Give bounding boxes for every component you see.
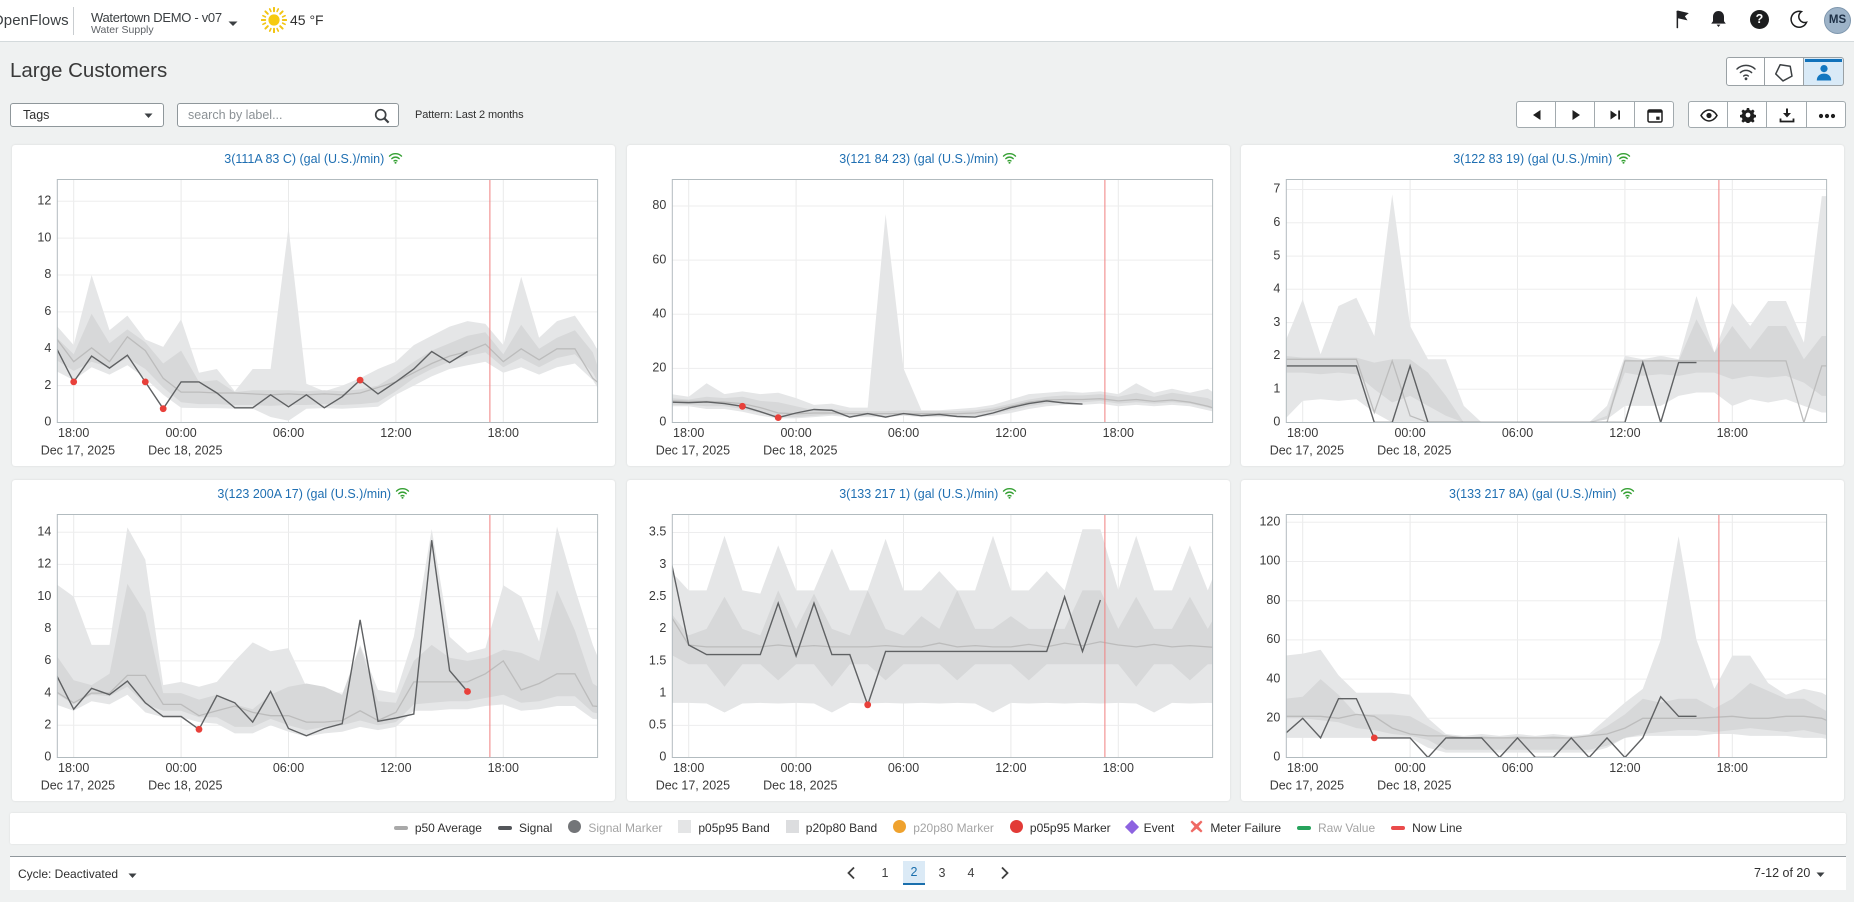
- svg-text:Dec 18, 2025: Dec 18, 2025: [148, 444, 222, 458]
- svg-text:0.5: 0.5: [648, 718, 665, 732]
- svg-text:06:00: 06:00: [273, 426, 304, 440]
- svg-text:12: 12: [37, 194, 51, 208]
- svg-text:00:00: 00:00: [780, 426, 811, 440]
- svg-text:06:00: 06:00: [887, 426, 918, 440]
- svg-text:0: 0: [1273, 415, 1280, 429]
- svg-text:10: 10: [37, 589, 51, 603]
- svg-text:6: 6: [1273, 215, 1280, 229]
- svg-text:14: 14: [37, 524, 51, 538]
- svg-text:80: 80: [1266, 593, 1280, 607]
- svg-text:00:00: 00:00: [1394, 761, 1425, 775]
- svg-text:0: 0: [659, 750, 666, 764]
- svg-text:6: 6: [44, 304, 51, 318]
- svg-text:8: 8: [44, 267, 51, 281]
- svg-text:120: 120: [1259, 515, 1280, 529]
- svg-text:Dec 18, 2025: Dec 18, 2025: [1377, 444, 1451, 458]
- svg-text:5: 5: [1273, 248, 1280, 262]
- svg-text:12: 12: [37, 557, 51, 571]
- svg-text:20: 20: [652, 361, 666, 375]
- svg-text:2: 2: [44, 718, 51, 732]
- svg-text:Dec 17, 2025: Dec 17, 2025: [1269, 779, 1343, 793]
- svg-text:18:00: 18:00: [673, 426, 704, 440]
- svg-text:12:00: 12:00: [1609, 761, 1640, 775]
- svg-text:06:00: 06:00: [1501, 426, 1532, 440]
- svg-text:06:00: 06:00: [1501, 761, 1532, 775]
- svg-text:100: 100: [1259, 554, 1280, 568]
- svg-text:2: 2: [659, 621, 666, 635]
- svg-text:3: 3: [659, 557, 666, 571]
- svg-text:18:00: 18:00: [1716, 426, 1747, 440]
- svg-text:Dec 18, 2025: Dec 18, 2025: [1377, 779, 1451, 793]
- svg-text:18:00: 18:00: [488, 761, 519, 775]
- svg-text:Dec 17, 2025: Dec 17, 2025: [41, 444, 115, 458]
- svg-text:18:00: 18:00: [673, 761, 704, 775]
- svg-text:1.5: 1.5: [648, 653, 665, 667]
- svg-text:10: 10: [37, 230, 51, 244]
- svg-text:60: 60: [1266, 632, 1280, 646]
- svg-text:3.5: 3.5: [648, 525, 665, 539]
- svg-text:2.5: 2.5: [648, 589, 665, 603]
- svg-text:Dec 17, 2025: Dec 17, 2025: [41, 779, 115, 793]
- svg-text:18:00: 18:00: [488, 426, 519, 440]
- svg-text:0: 0: [44, 750, 51, 764]
- svg-text:18:00: 18:00: [1287, 761, 1318, 775]
- svg-text:06:00: 06:00: [887, 761, 918, 775]
- svg-text:18:00: 18:00: [1102, 761, 1133, 775]
- svg-text:12:00: 12:00: [380, 761, 411, 775]
- svg-text:12:00: 12:00: [1609, 426, 1640, 440]
- svg-text:4: 4: [44, 341, 51, 355]
- svg-text:1: 1: [1273, 381, 1280, 395]
- svg-text:Dec 18, 2025: Dec 18, 2025: [763, 779, 837, 793]
- svg-text:40: 40: [652, 307, 666, 321]
- svg-text:18:00: 18:00: [1102, 426, 1133, 440]
- svg-text:8: 8: [44, 621, 51, 635]
- svg-text:2: 2: [1273, 348, 1280, 362]
- svg-text:0: 0: [1273, 750, 1280, 764]
- svg-text:80: 80: [652, 198, 666, 212]
- svg-text:1: 1: [659, 685, 666, 699]
- svg-text:20: 20: [1266, 711, 1280, 725]
- svg-text:0: 0: [659, 415, 666, 429]
- svg-text:12:00: 12:00: [995, 426, 1026, 440]
- svg-text:12:00: 12:00: [380, 426, 411, 440]
- svg-text:18:00: 18:00: [1287, 426, 1318, 440]
- svg-text:40: 40: [1266, 671, 1280, 685]
- svg-text:4: 4: [44, 685, 51, 699]
- svg-text:Dec 18, 2025: Dec 18, 2025: [148, 779, 222, 793]
- svg-text:18:00: 18:00: [58, 426, 89, 440]
- svg-text:06:00: 06:00: [273, 761, 304, 775]
- svg-text:00:00: 00:00: [780, 761, 811, 775]
- svg-text:18:00: 18:00: [58, 761, 89, 775]
- svg-text:2: 2: [44, 378, 51, 392]
- svg-text:00:00: 00:00: [165, 426, 196, 440]
- svg-text:4: 4: [1273, 282, 1280, 296]
- svg-text:Dec 17, 2025: Dec 17, 2025: [655, 779, 729, 793]
- svg-text:Dec 17, 2025: Dec 17, 2025: [655, 444, 729, 458]
- svg-text:60: 60: [652, 252, 666, 266]
- svg-text:12:00: 12:00: [995, 761, 1026, 775]
- svg-text:7: 7: [1273, 182, 1280, 196]
- svg-text:Dec 18, 2025: Dec 18, 2025: [763, 444, 837, 458]
- svg-text:00:00: 00:00: [1394, 426, 1425, 440]
- svg-text:6: 6: [44, 653, 51, 667]
- svg-text:3: 3: [1273, 315, 1280, 329]
- svg-text:Dec 17, 2025: Dec 17, 2025: [1269, 444, 1343, 458]
- svg-text:0: 0: [44, 415, 51, 429]
- svg-text:00:00: 00:00: [165, 761, 196, 775]
- svg-text:18:00: 18:00: [1716, 761, 1747, 775]
